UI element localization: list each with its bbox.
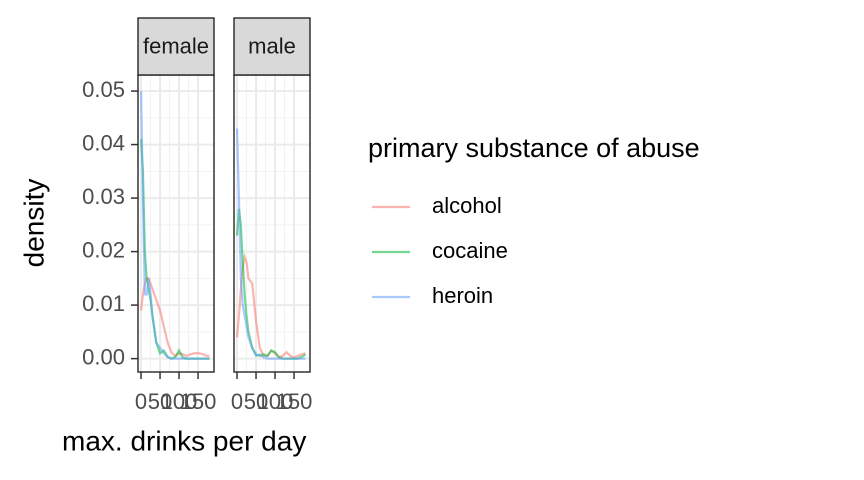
x-tick-label: 150 — [276, 389, 313, 414]
panel: male — [233, 17, 311, 373]
x-tick-label: 50 — [148, 389, 172, 414]
panel: female — [137, 17, 215, 373]
legend-label: alcohol — [432, 193, 502, 218]
strip-label: male — [248, 33, 296, 58]
y-tick-label: 0.05 — [82, 77, 125, 102]
y-tick-label: 0.04 — [82, 130, 125, 155]
density-line — [235, 128, 306, 360]
y-tick-label: 0.03 — [82, 184, 125, 209]
x-tick-label: 100 — [161, 389, 198, 414]
legend-label: heroin — [432, 283, 493, 308]
x-axis-title: max. drinks per day — [62, 425, 306, 456]
strip — [137, 17, 215, 76]
lines — [139, 91, 210, 360]
x-tick-label: 0 — [231, 389, 243, 414]
legend-label: cocaine — [432, 238, 508, 263]
x-tick-label: 150 — [180, 389, 217, 414]
panel-background — [234, 75, 310, 372]
y-tick-label: 0.01 — [82, 291, 125, 316]
y-tick-label: 0.00 — [82, 344, 125, 369]
strip — [233, 17, 311, 76]
panel-background — [138, 75, 214, 372]
x-tick-label: 100 — [257, 389, 294, 414]
y-axis-title: density — [18, 179, 49, 268]
legend-title: primary substance of abuse — [368, 133, 700, 163]
lines — [235, 128, 307, 360]
y-tick-label: 0.02 — [82, 237, 125, 262]
x-tick-label: 0 — [135, 389, 147, 414]
density-line — [139, 91, 210, 360]
x-tick-label: 50 — [244, 389, 268, 414]
strip-label: female — [143, 33, 209, 58]
